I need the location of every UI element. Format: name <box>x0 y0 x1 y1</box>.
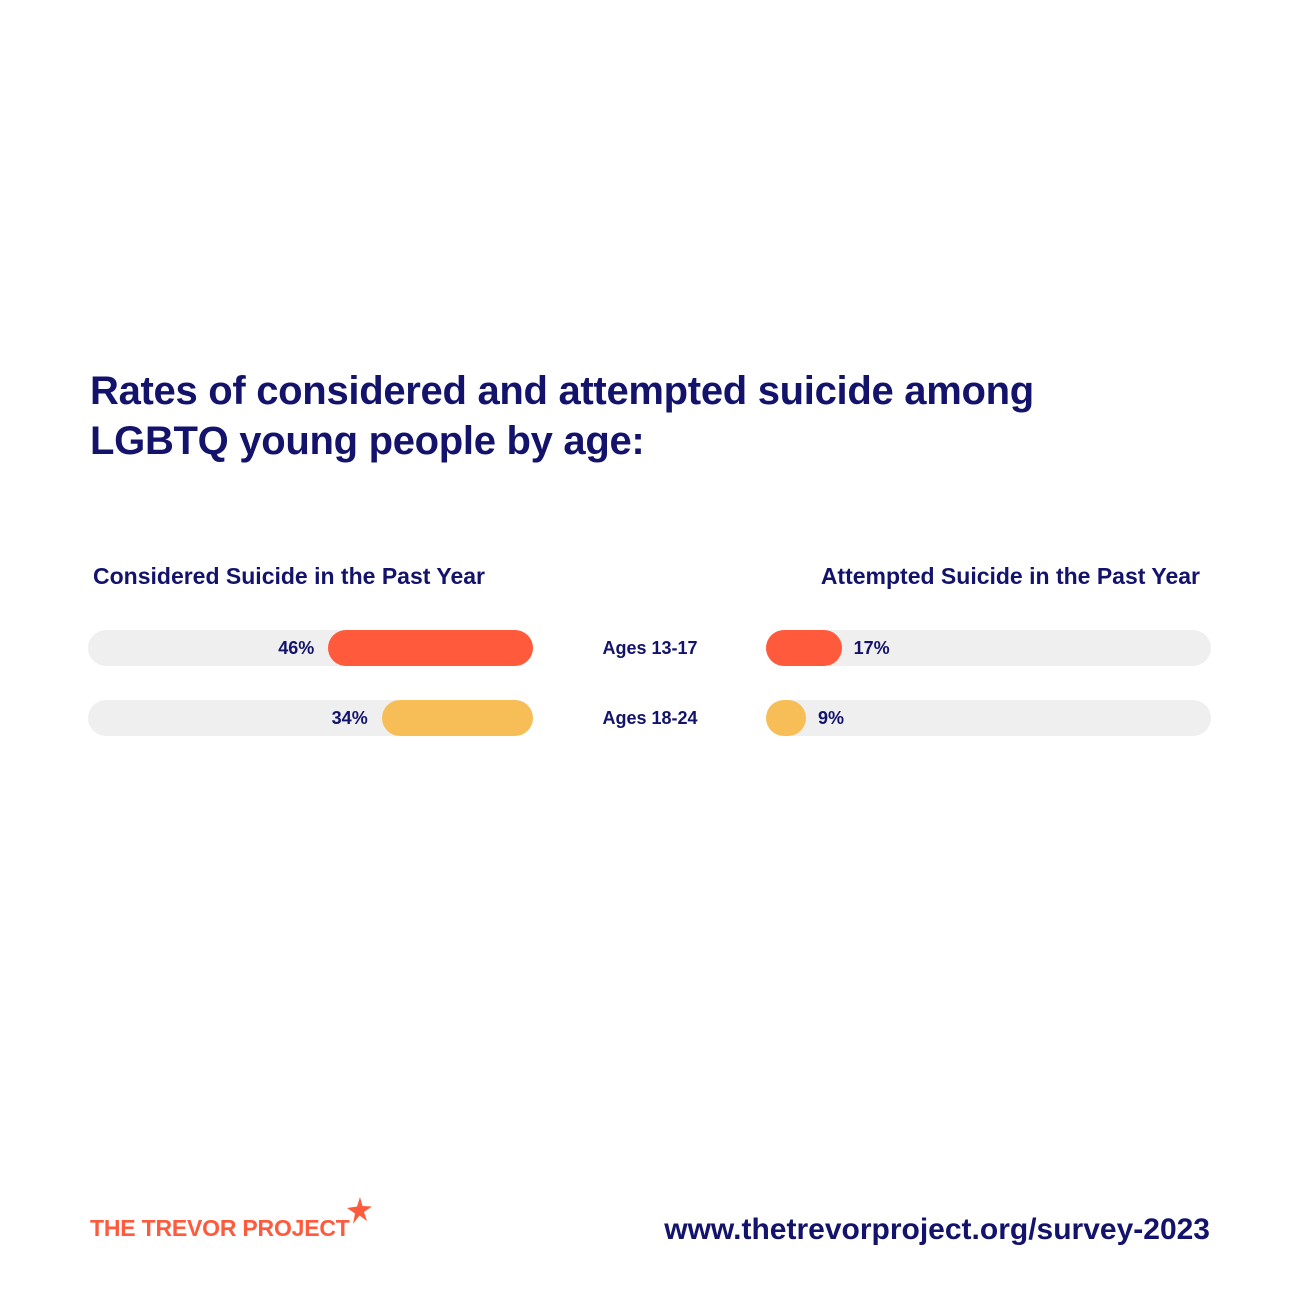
considered-value-ages-18-24: 34% <box>331 708 368 728</box>
survey-url-link[interactable]: www.thetrevorproject.org/survey-2023 <box>664 1213 1210 1246</box>
considered-track-ages-18-24: 34% <box>88 700 533 736</box>
star-icon <box>346 1197 372 1232</box>
chart-title-line-1: Rates of considered and attempted suicid… <box>90 369 1034 413</box>
attempted-track-ages-13-17: 17% <box>766 630 1211 666</box>
attempted-track-ages-18-24: 9% <box>766 700 1211 736</box>
considered-track-ages-13-17: 46% <box>88 630 533 666</box>
attempted-value-ages-13-17: 17% <box>853 638 890 658</box>
chart-title-line-2: LGBTQ young people by age: <box>90 419 645 463</box>
considered-suicide-title: Considered Suicide in the Past Year <box>93 563 485 589</box>
attempted-value-ages-18-24: 9% <box>818 708 845 728</box>
considered-bar-ages-18-24 <box>381 700 533 736</box>
attempted-suicide-title: Attempted Suicide in the Past Year <box>820 563 1200 589</box>
considered-value-ages-13-17: 46% <box>278 638 315 658</box>
attempted-bar-ages-18-24 <box>766 700 807 736</box>
age-label-18-24: Ages 18-24 <box>602 708 698 728</box>
logo-text: THE TREVOR PROJECT <box>90 1215 350 1241</box>
trevor-project-logo[interactable]: THE TREVOR PROJECT <box>90 1197 372 1247</box>
considered-bar-ages-13-17 <box>328 630 533 666</box>
attempted-bar-ages-13-17 <box>766 630 842 666</box>
age-label-13-17: Ages 13-17 <box>602 638 698 658</box>
chart-title: Rates of considered and attempted suicid… <box>90 366 1150 466</box>
